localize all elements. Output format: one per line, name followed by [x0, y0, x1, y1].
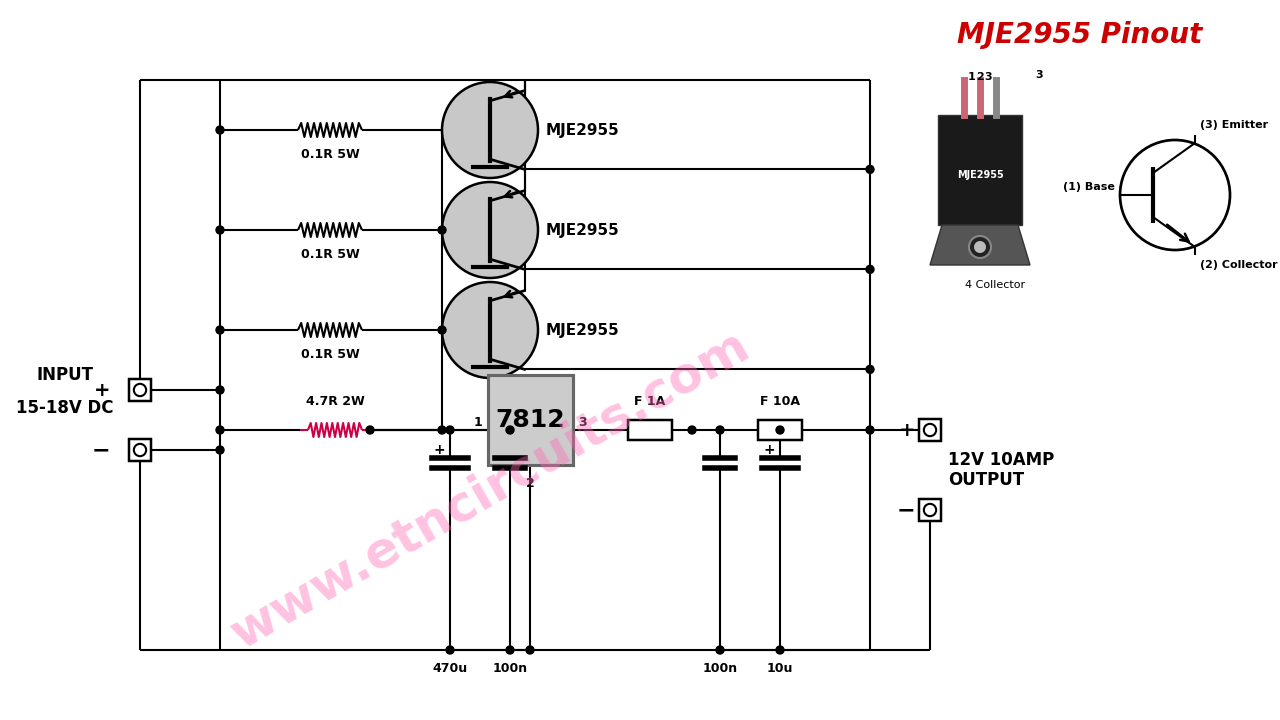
Circle shape — [216, 326, 224, 334]
Text: 3: 3 — [984, 72, 992, 82]
Circle shape — [867, 166, 874, 174]
Text: 2: 2 — [526, 477, 534, 490]
Bar — [919, 499, 941, 521]
Circle shape — [216, 386, 224, 394]
Text: 0.1R 5W: 0.1R 5W — [301, 148, 360, 161]
Circle shape — [689, 426, 696, 434]
Circle shape — [445, 646, 454, 654]
Text: 2: 2 — [977, 72, 984, 82]
Text: −: − — [91, 440, 110, 460]
Circle shape — [216, 226, 224, 234]
Circle shape — [867, 365, 874, 374]
Circle shape — [716, 426, 724, 434]
Text: MJE2955: MJE2955 — [547, 323, 620, 338]
Circle shape — [867, 266, 874, 274]
Text: F 10A: F 10A — [760, 395, 800, 408]
Text: 3: 3 — [1036, 70, 1043, 80]
Circle shape — [216, 446, 224, 454]
Circle shape — [776, 646, 783, 654]
Circle shape — [366, 426, 374, 434]
Circle shape — [506, 646, 515, 654]
Text: 12V 10AMP
OUTPUT: 12V 10AMP OUTPUT — [948, 451, 1055, 490]
Text: 4 Collector: 4 Collector — [965, 280, 1025, 290]
Bar — [488, 375, 573, 465]
Text: MJE2955: MJE2955 — [547, 222, 620, 238]
Text: +: + — [763, 443, 774, 457]
Circle shape — [974, 241, 986, 253]
Text: 15-18V DC: 15-18V DC — [17, 399, 114, 417]
Text: 470u: 470u — [433, 662, 467, 675]
Text: (1) Base: (1) Base — [1064, 182, 1115, 192]
Text: 7812: 7812 — [495, 408, 564, 432]
Circle shape — [442, 182, 538, 278]
Bar — [129, 379, 151, 401]
Circle shape — [442, 82, 538, 178]
Circle shape — [438, 426, 445, 434]
Text: 4.7R 2W: 4.7R 2W — [306, 395, 365, 408]
Text: MJE2955: MJE2955 — [547, 122, 620, 138]
Circle shape — [526, 646, 534, 654]
Circle shape — [438, 226, 445, 234]
Polygon shape — [931, 225, 1030, 265]
Text: 10u: 10u — [767, 662, 794, 675]
Bar — [758, 420, 803, 440]
Text: INPUT: INPUT — [37, 366, 93, 384]
Text: www.etncircuits.com: www.etncircuits.com — [223, 322, 758, 659]
Circle shape — [867, 426, 874, 434]
Text: MJE2955: MJE2955 — [956, 170, 1004, 180]
Text: (2) Collector: (2) Collector — [1201, 260, 1277, 270]
Circle shape — [969, 236, 991, 258]
Text: +: + — [93, 380, 110, 400]
Circle shape — [438, 326, 445, 334]
Bar — [129, 439, 151, 461]
Text: 0.1R 5W: 0.1R 5W — [301, 348, 360, 361]
Text: 100n: 100n — [493, 662, 527, 675]
Circle shape — [442, 282, 538, 378]
Text: 3: 3 — [579, 415, 586, 428]
Text: +: + — [434, 443, 445, 457]
Text: 1: 1 — [474, 415, 483, 428]
Circle shape — [216, 426, 224, 434]
Text: F 1A: F 1A — [635, 395, 666, 408]
Circle shape — [506, 426, 515, 434]
Circle shape — [716, 646, 724, 654]
Text: −: − — [896, 500, 915, 520]
Bar — [628, 420, 672, 440]
Circle shape — [445, 426, 454, 434]
Bar — [919, 419, 941, 441]
Circle shape — [776, 426, 783, 434]
Text: MJE2955 Pinout: MJE2955 Pinout — [957, 21, 1203, 49]
Polygon shape — [938, 115, 1021, 225]
Text: 1: 1 — [968, 72, 975, 82]
Text: +: + — [899, 420, 915, 439]
Circle shape — [216, 126, 224, 134]
Text: (3) Emitter: (3) Emitter — [1201, 120, 1268, 130]
Text: 0.1R 5W: 0.1R 5W — [301, 248, 360, 261]
Text: 100n: 100n — [703, 662, 737, 675]
